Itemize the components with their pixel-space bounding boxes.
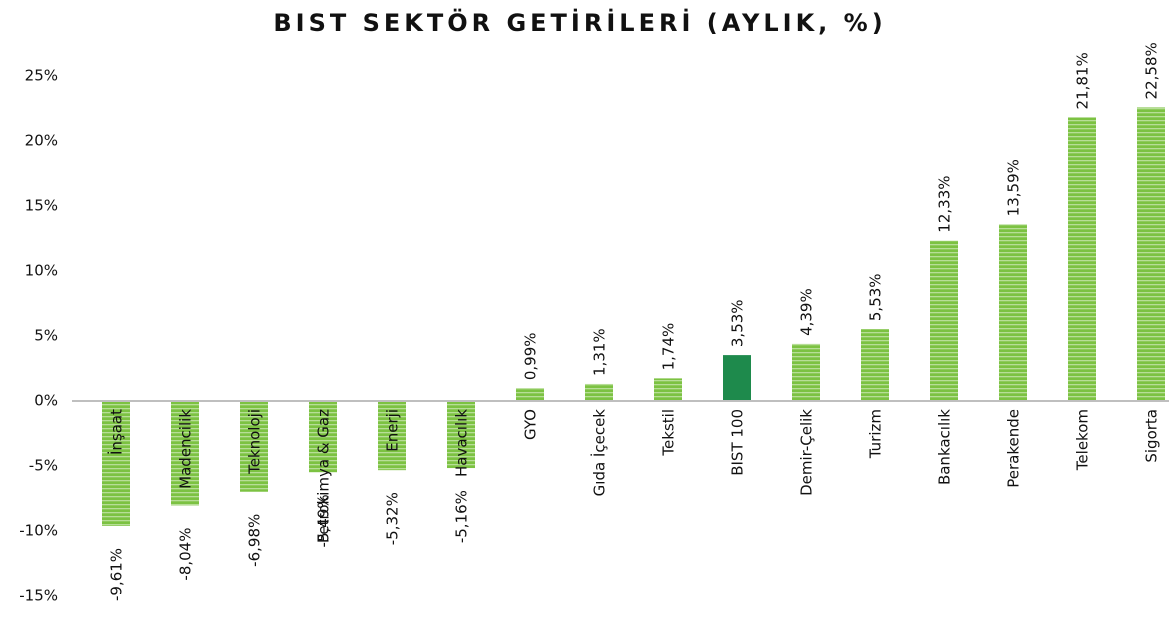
bar — [447, 401, 475, 469]
data-label: 12,33% — [936, 176, 954, 233]
bar — [999, 224, 1027, 401]
data-label: -8,04% — [177, 528, 195, 581]
bar — [1137, 107, 1165, 402]
bar — [102, 401, 130, 526]
bar — [516, 388, 544, 401]
data-label: 3,53% — [729, 299, 747, 347]
data-label: -5,49% — [315, 494, 333, 547]
data-label: 0,99% — [522, 332, 540, 380]
data-label: 1,31% — [591, 328, 609, 376]
bar — [378, 401, 406, 471]
data-label: -5,32% — [384, 492, 402, 545]
data-label: 21,81% — [1074, 52, 1092, 109]
y-tick-label: 20% — [25, 132, 58, 150]
y-tick-label: -5% — [29, 457, 58, 475]
x-tick-label: Madencilik — [177, 409, 195, 489]
bar — [654, 378, 682, 401]
y-tick-label: 15% — [25, 197, 58, 215]
bar — [171, 401, 199, 506]
y-tick-label: 5% — [34, 327, 58, 345]
x-tick-label: GYO — [522, 409, 540, 440]
bar — [309, 401, 337, 473]
x-tick-label: Turizm — [867, 409, 885, 459]
x-tick-label: İnşaat — [107, 409, 126, 455]
x-tick-label: Demir-Çelik — [798, 409, 816, 496]
data-label: 1,74% — [660, 323, 678, 371]
data-label: 13,59% — [1005, 159, 1023, 216]
x-tick-label: Perakende — [1005, 409, 1023, 488]
bar — [792, 343, 820, 401]
bar — [1068, 117, 1096, 401]
x-tick-label: Telekom — [1074, 409, 1092, 471]
x-tick-label: Teknoloji — [246, 409, 264, 475]
x-tick-label: Tekstil — [660, 409, 678, 457]
y-tick-label: 25% — [25, 67, 58, 85]
x-tick-label: Petrokimya & Gaz — [315, 409, 333, 543]
x-tick-label: Sigorta — [1143, 409, 1161, 463]
data-label: 22,58% — [1143, 42, 1161, 99]
bar — [930, 240, 958, 401]
bar — [861, 329, 889, 401]
y-tick-label: 0% — [34, 392, 58, 410]
data-label: 5,53% — [867, 273, 885, 321]
data-label: 4,39% — [798, 288, 816, 336]
bar — [723, 355, 751, 401]
y-tick-label: -10% — [19, 522, 58, 540]
data-label: -9,61% — [108, 548, 126, 601]
data-label: -5,16% — [453, 490, 471, 543]
y-tick-label: -15% — [19, 587, 58, 605]
y-tick-label: 10% — [25, 262, 58, 280]
x-tick-label: BIST 100 — [729, 409, 747, 476]
data-label: -6,98% — [246, 514, 264, 567]
chart-title: BIST SEKTÖR GETİRİLERİ (AYLIK, %) — [273, 7, 886, 37]
x-tick-label: Gıda İçecek — [590, 409, 609, 497]
x-tick-label: Bankacılık — [936, 409, 954, 485]
bar — [240, 401, 268, 492]
x-tick-label: Enerji — [384, 409, 402, 452]
x-tick-label: Havacılık — [453, 409, 471, 477]
bar — [585, 383, 613, 401]
